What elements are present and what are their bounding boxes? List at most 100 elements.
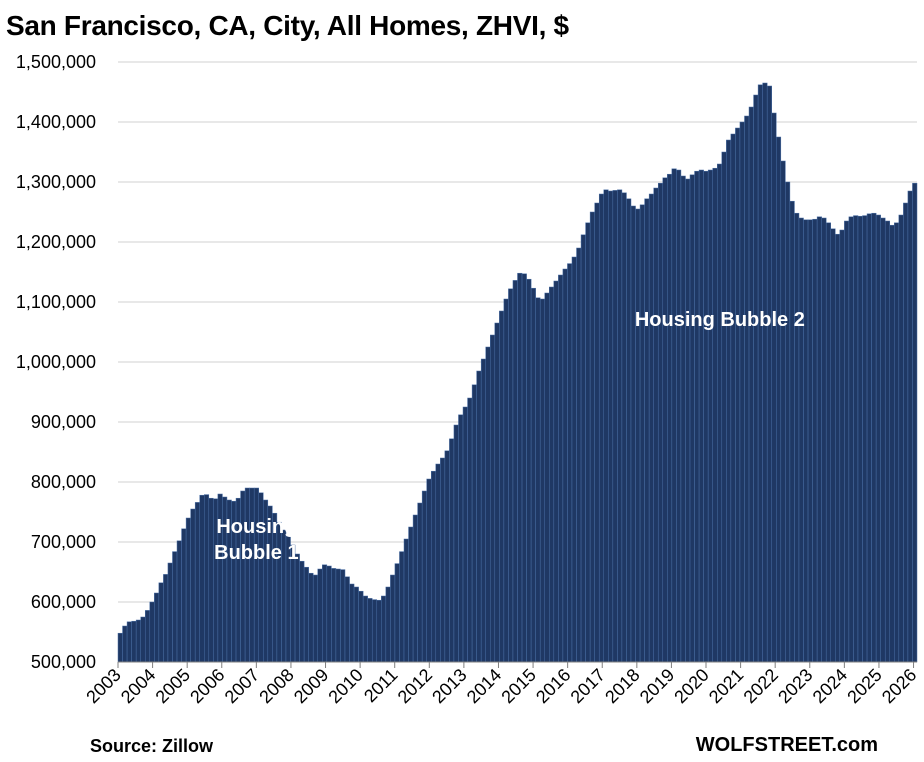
bar xyxy=(163,574,169,663)
x-tick-label: 2007 xyxy=(221,665,263,707)
bar xyxy=(776,136,782,663)
bar xyxy=(299,560,305,663)
bar xyxy=(608,190,614,663)
y-tick-label: 1,400,000 xyxy=(16,112,96,132)
bar xyxy=(816,216,822,663)
bar xyxy=(549,286,555,663)
bar xyxy=(349,583,355,663)
bar xyxy=(294,553,300,663)
bar xyxy=(785,181,791,663)
y-tick-label: 1,200,000 xyxy=(16,232,96,252)
x-tick-label: 2008 xyxy=(255,665,297,707)
bar xyxy=(912,182,918,663)
bar xyxy=(721,151,727,663)
bar xyxy=(435,463,441,663)
bar xyxy=(862,215,868,663)
bar xyxy=(154,592,160,663)
bar xyxy=(594,202,600,663)
x-tick-label: 2013 xyxy=(428,665,470,707)
y-tick-label: 1,100,000 xyxy=(16,292,96,312)
x-tick-label: 2023 xyxy=(774,665,816,707)
bar xyxy=(494,322,500,663)
bar xyxy=(671,168,677,663)
bar xyxy=(844,220,850,663)
x-tick-label: 2019 xyxy=(636,665,678,707)
bar xyxy=(662,177,668,663)
axes xyxy=(117,661,917,668)
bar xyxy=(766,85,772,663)
bar xyxy=(176,540,182,663)
bar xyxy=(381,595,387,663)
bar xyxy=(580,234,586,663)
annotation-text: Bubble 1 xyxy=(214,542,298,564)
bar xyxy=(585,222,591,663)
bars xyxy=(117,82,918,663)
site-credit: WOLFSTREET.com xyxy=(695,734,878,756)
source-note: Source: Zillow xyxy=(90,736,214,756)
bar xyxy=(558,274,564,663)
bar xyxy=(707,169,713,663)
x-tick-label: 2010 xyxy=(324,665,366,707)
bar xyxy=(535,297,541,663)
bar xyxy=(467,397,473,663)
bar xyxy=(821,217,827,663)
bar xyxy=(544,292,550,663)
bar xyxy=(126,621,132,663)
bar xyxy=(394,563,400,663)
bar xyxy=(449,438,455,663)
bar xyxy=(639,204,645,663)
bar xyxy=(712,167,718,663)
bar xyxy=(576,247,582,663)
bar xyxy=(857,215,863,663)
bar xyxy=(880,217,886,663)
bar xyxy=(131,620,137,663)
bar xyxy=(762,82,768,663)
bar xyxy=(140,616,146,663)
bar xyxy=(122,625,128,663)
bar xyxy=(875,214,881,663)
annotations: Housing Bubble 1 Housing Bubble 2 xyxy=(214,309,805,564)
annotation-text: Housing xyxy=(216,516,296,538)
bar xyxy=(698,169,704,663)
x-tick-label: 2020 xyxy=(670,665,712,707)
bar xyxy=(149,601,155,663)
x-tick-label: 2006 xyxy=(186,665,228,707)
bar xyxy=(680,175,686,663)
bar xyxy=(871,212,877,663)
bar xyxy=(508,288,514,663)
bar xyxy=(839,229,845,663)
bar xyxy=(453,424,459,663)
bar xyxy=(440,457,446,663)
bar xyxy=(521,273,527,663)
bar xyxy=(744,115,750,663)
bar xyxy=(526,278,532,663)
bar xyxy=(444,450,450,663)
bar xyxy=(567,263,573,663)
y-tick-label: 500,000 xyxy=(31,652,96,672)
bar xyxy=(753,94,759,663)
bar xyxy=(344,576,350,663)
bar xyxy=(780,160,786,663)
x-tick-label: 2011 xyxy=(360,665,402,707)
bar xyxy=(626,198,632,663)
y-tick-label: 800,000 xyxy=(31,472,96,492)
bar xyxy=(530,287,536,663)
bar xyxy=(748,106,754,663)
annotation-text: Housing Bubble 2 xyxy=(635,309,805,331)
bar xyxy=(353,586,359,663)
bar xyxy=(635,208,641,663)
bar xyxy=(331,568,337,663)
bar xyxy=(617,189,623,663)
bar xyxy=(812,218,818,663)
bar xyxy=(117,632,123,663)
bar xyxy=(412,514,418,663)
bar xyxy=(667,173,673,663)
bar xyxy=(471,384,477,663)
bar xyxy=(485,346,491,663)
bar xyxy=(807,219,813,663)
x-tick-label: 2005 xyxy=(152,665,194,707)
bar xyxy=(158,582,164,663)
bar xyxy=(190,508,196,663)
bar xyxy=(653,187,659,663)
bar xyxy=(825,222,831,663)
